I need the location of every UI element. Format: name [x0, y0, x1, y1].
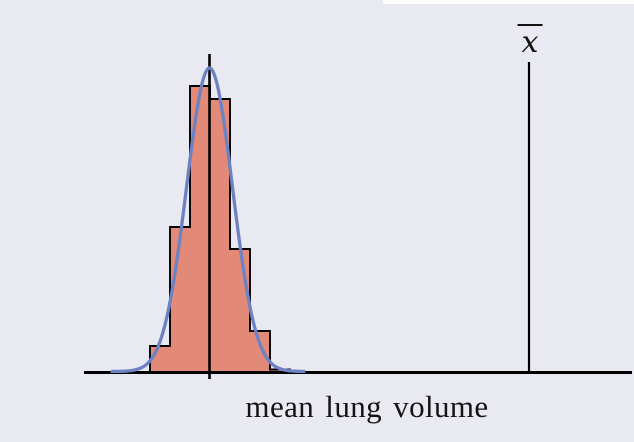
- x-bar-label: x: [517, 24, 543, 58]
- top-right-strip: [383, 0, 634, 4]
- x-axis-label: mean lung volume: [245, 389, 489, 424]
- histogram-bars: [149, 85, 291, 374]
- x-bar-text: x: [517, 24, 543, 58]
- normal-curve: [110, 66, 306, 374]
